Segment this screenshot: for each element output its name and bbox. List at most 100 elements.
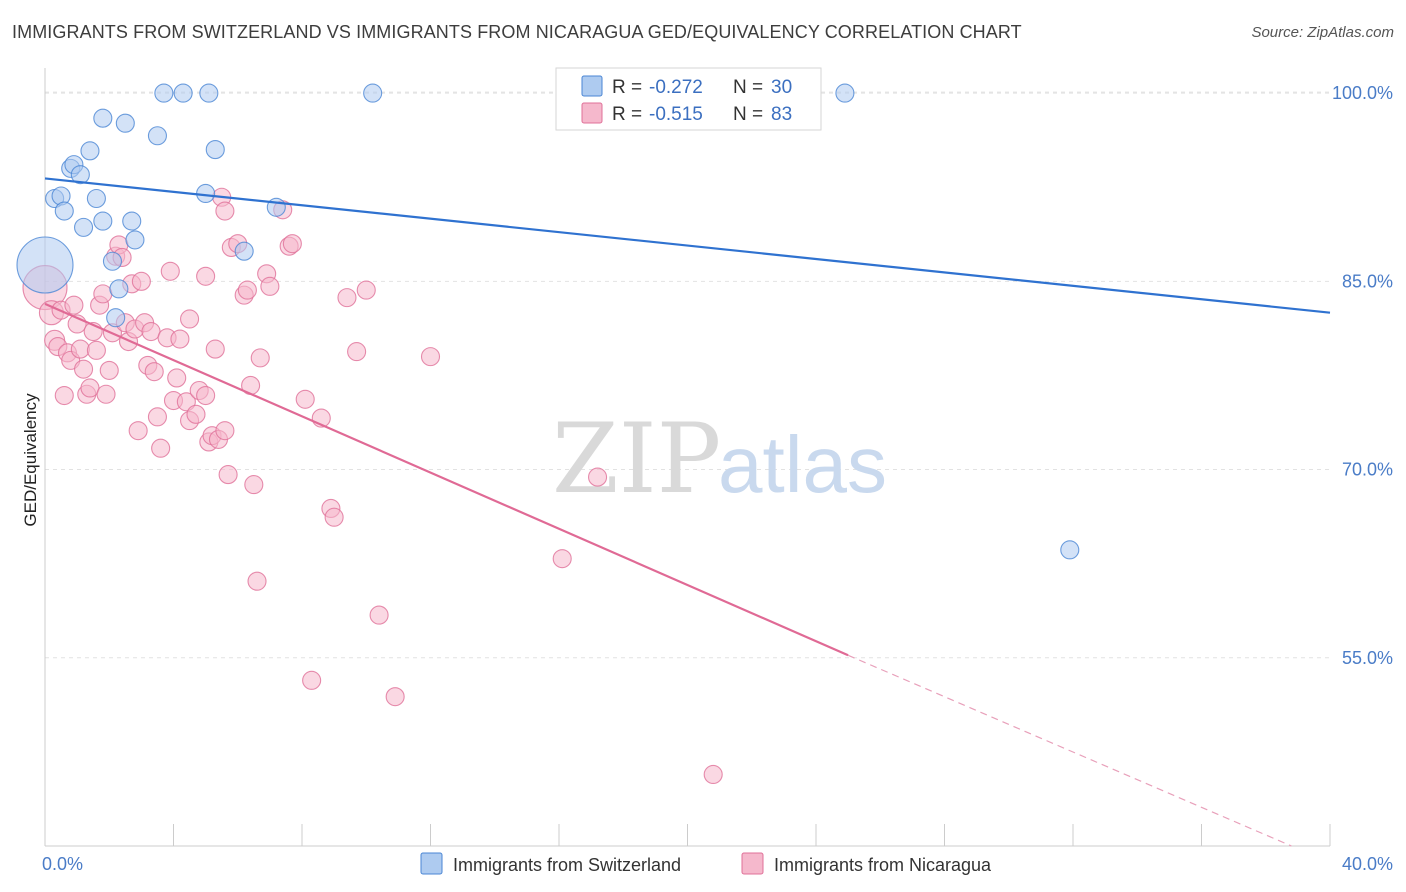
legend-label-switzerland: Immigrants from Switzerland	[453, 855, 681, 875]
nicaragua-point-81	[587, 467, 608, 487]
y-tick-label-3: 100.0%	[1332, 83, 1393, 103]
switzerland-point-16	[122, 211, 142, 231]
nicaragua-point-65	[260, 276, 280, 296]
nicaragua-point-80	[552, 549, 572, 569]
legend-swatch-nicaragua	[741, 852, 764, 875]
y-tick-label-1: 70.0%	[1342, 460, 1393, 480]
nicaragua-point-35	[151, 438, 171, 458]
nicaragua-point-5	[54, 385, 74, 406]
nicaragua-point-61	[244, 475, 264, 495]
nicaragua-point-62	[247, 571, 267, 591]
chart-source: Source: ZipAtlas.com	[1251, 24, 1394, 41]
switzerland-point-28	[835, 83, 855, 103]
nicaragua-point-50	[205, 339, 225, 359]
switzerland-point-23	[205, 140, 225, 160]
switzerland-point-11	[93, 108, 113, 128]
nicaragua-point-19	[99, 360, 119, 380]
nicaragua-point-78	[385, 687, 405, 707]
nicaragua-point-77	[369, 605, 389, 625]
switzerland-point-26	[363, 83, 383, 103]
legend-swatch-switzerland	[420, 852, 443, 875]
axes	[44, 68, 1331, 847]
nicaragua-point-18	[96, 384, 116, 404]
stats-n-label-nicaragua: N =	[733, 104, 763, 125]
switzerland-point-24	[234, 241, 254, 261]
trend-line-nicaragua-extension	[847, 654, 1292, 847]
switzerland-point-0	[16, 236, 74, 294]
switzerland-point-19	[154, 83, 174, 103]
y-tick-labels: 55.0% 70.0% 85.0% 100.0%	[1332, 83, 1393, 668]
nicaragua-point-17	[93, 284, 113, 304]
nicaragua-point-63	[250, 348, 270, 368]
nicaragua-point-29	[131, 271, 151, 291]
series-legend: Immigrants from Switzerland Immigrants f…	[420, 852, 992, 875]
stats-r-value-nicaragua: -0.515	[649, 104, 703, 125]
watermark-atlas: atlas	[718, 420, 887, 509]
y-tick-label-0: 55.0%	[1342, 648, 1393, 668]
series-nicaragua-points	[22, 187, 723, 785]
nicaragua-point-33	[144, 362, 164, 382]
switzerland-point-8	[80, 141, 100, 161]
switzerland-point-14	[109, 279, 129, 299]
stats-legend: R = -0.272 N = 30 R = -0.515 N = 83	[555, 67, 822, 131]
stats-r-label-nicaragua: R =	[612, 104, 642, 125]
nicaragua-point-34	[147, 407, 167, 427]
trend-line-switzerland	[44, 177, 1331, 314]
nicaragua-point-73	[324, 507, 344, 527]
switzerland-point-13	[106, 308, 126, 328]
switzerland-point-10	[93, 211, 113, 231]
switzerland-point-17	[125, 230, 145, 250]
switzerland-point-22	[199, 83, 219, 103]
nicaragua-point-44	[186, 404, 206, 424]
nicaragua-point-70	[302, 670, 322, 690]
nicaragua-point-37	[160, 261, 180, 281]
stats-swatch-switzerland	[581, 75, 603, 97]
watermark: ZIP atlas	[552, 403, 887, 515]
watermark-zip: ZIP	[552, 403, 721, 515]
nicaragua-point-53	[215, 421, 235, 441]
nicaragua-point-82	[703, 764, 723, 785]
switzerland-point-15	[115, 113, 135, 133]
stats-n-value-nicaragua: 83	[771, 104, 792, 125]
x-tick-label-0: 0.0%	[42, 854, 83, 874]
nicaragua-point-68	[282, 234, 302, 254]
nicaragua-point-55	[218, 465, 238, 485]
x-tick-label-1: 40.0%	[1342, 854, 1393, 874]
nicaragua-point-47	[196, 266, 216, 286]
nicaragua-point-43	[180, 309, 200, 329]
trend-lines	[44, 177, 1331, 847]
switzerland-point-6	[70, 165, 90, 185]
nicaragua-point-8	[64, 295, 84, 315]
series-switzerland-points	[16, 83, 1080, 560]
trend-line-nicaragua	[44, 302, 849, 657]
nicaragua-point-10	[70, 339, 90, 359]
nicaragua-point-46	[196, 385, 216, 406]
grid-lines	[45, 91, 1330, 659]
nicaragua-point-11	[74, 359, 94, 379]
x-tick-labels: 0.0% 40.0%	[42, 854, 1393, 874]
y-axis-label: GED/Equivalency	[21, 393, 40, 527]
chart-title: IMMIGRANTS FROM SWITZERLAND VS IMMIGRANT…	[12, 22, 1022, 42]
nicaragua-point-54	[215, 201, 235, 221]
stats-n-value-switzerland: 30	[771, 77, 792, 98]
y-tick-label-2: 85.0%	[1342, 271, 1393, 291]
switzerland-point-7	[74, 217, 94, 237]
nicaragua-point-13	[80, 378, 100, 398]
stats-n-label-switzerland: N =	[733, 77, 763, 98]
nicaragua-point-39	[167, 368, 187, 388]
switzerland-point-12	[102, 251, 123, 271]
stats-r-label-switzerland: R =	[612, 77, 642, 98]
switzerland-point-18	[147, 126, 167, 146]
nicaragua-point-69	[295, 389, 315, 409]
nicaragua-point-79	[420, 347, 441, 367]
nicaragua-point-15	[86, 340, 106, 360]
stats-r-value-switzerland: -0.272	[649, 77, 703, 98]
nicaragua-point-75	[347, 342, 367, 362]
switzerland-point-3	[54, 201, 74, 221]
nicaragua-point-74	[337, 288, 357, 308]
nicaragua-point-28	[128, 421, 148, 441]
switzerland-point-9	[86, 188, 106, 209]
stats-swatch-nicaragua	[581, 102, 603, 124]
switzerland-point-20	[173, 83, 193, 103]
